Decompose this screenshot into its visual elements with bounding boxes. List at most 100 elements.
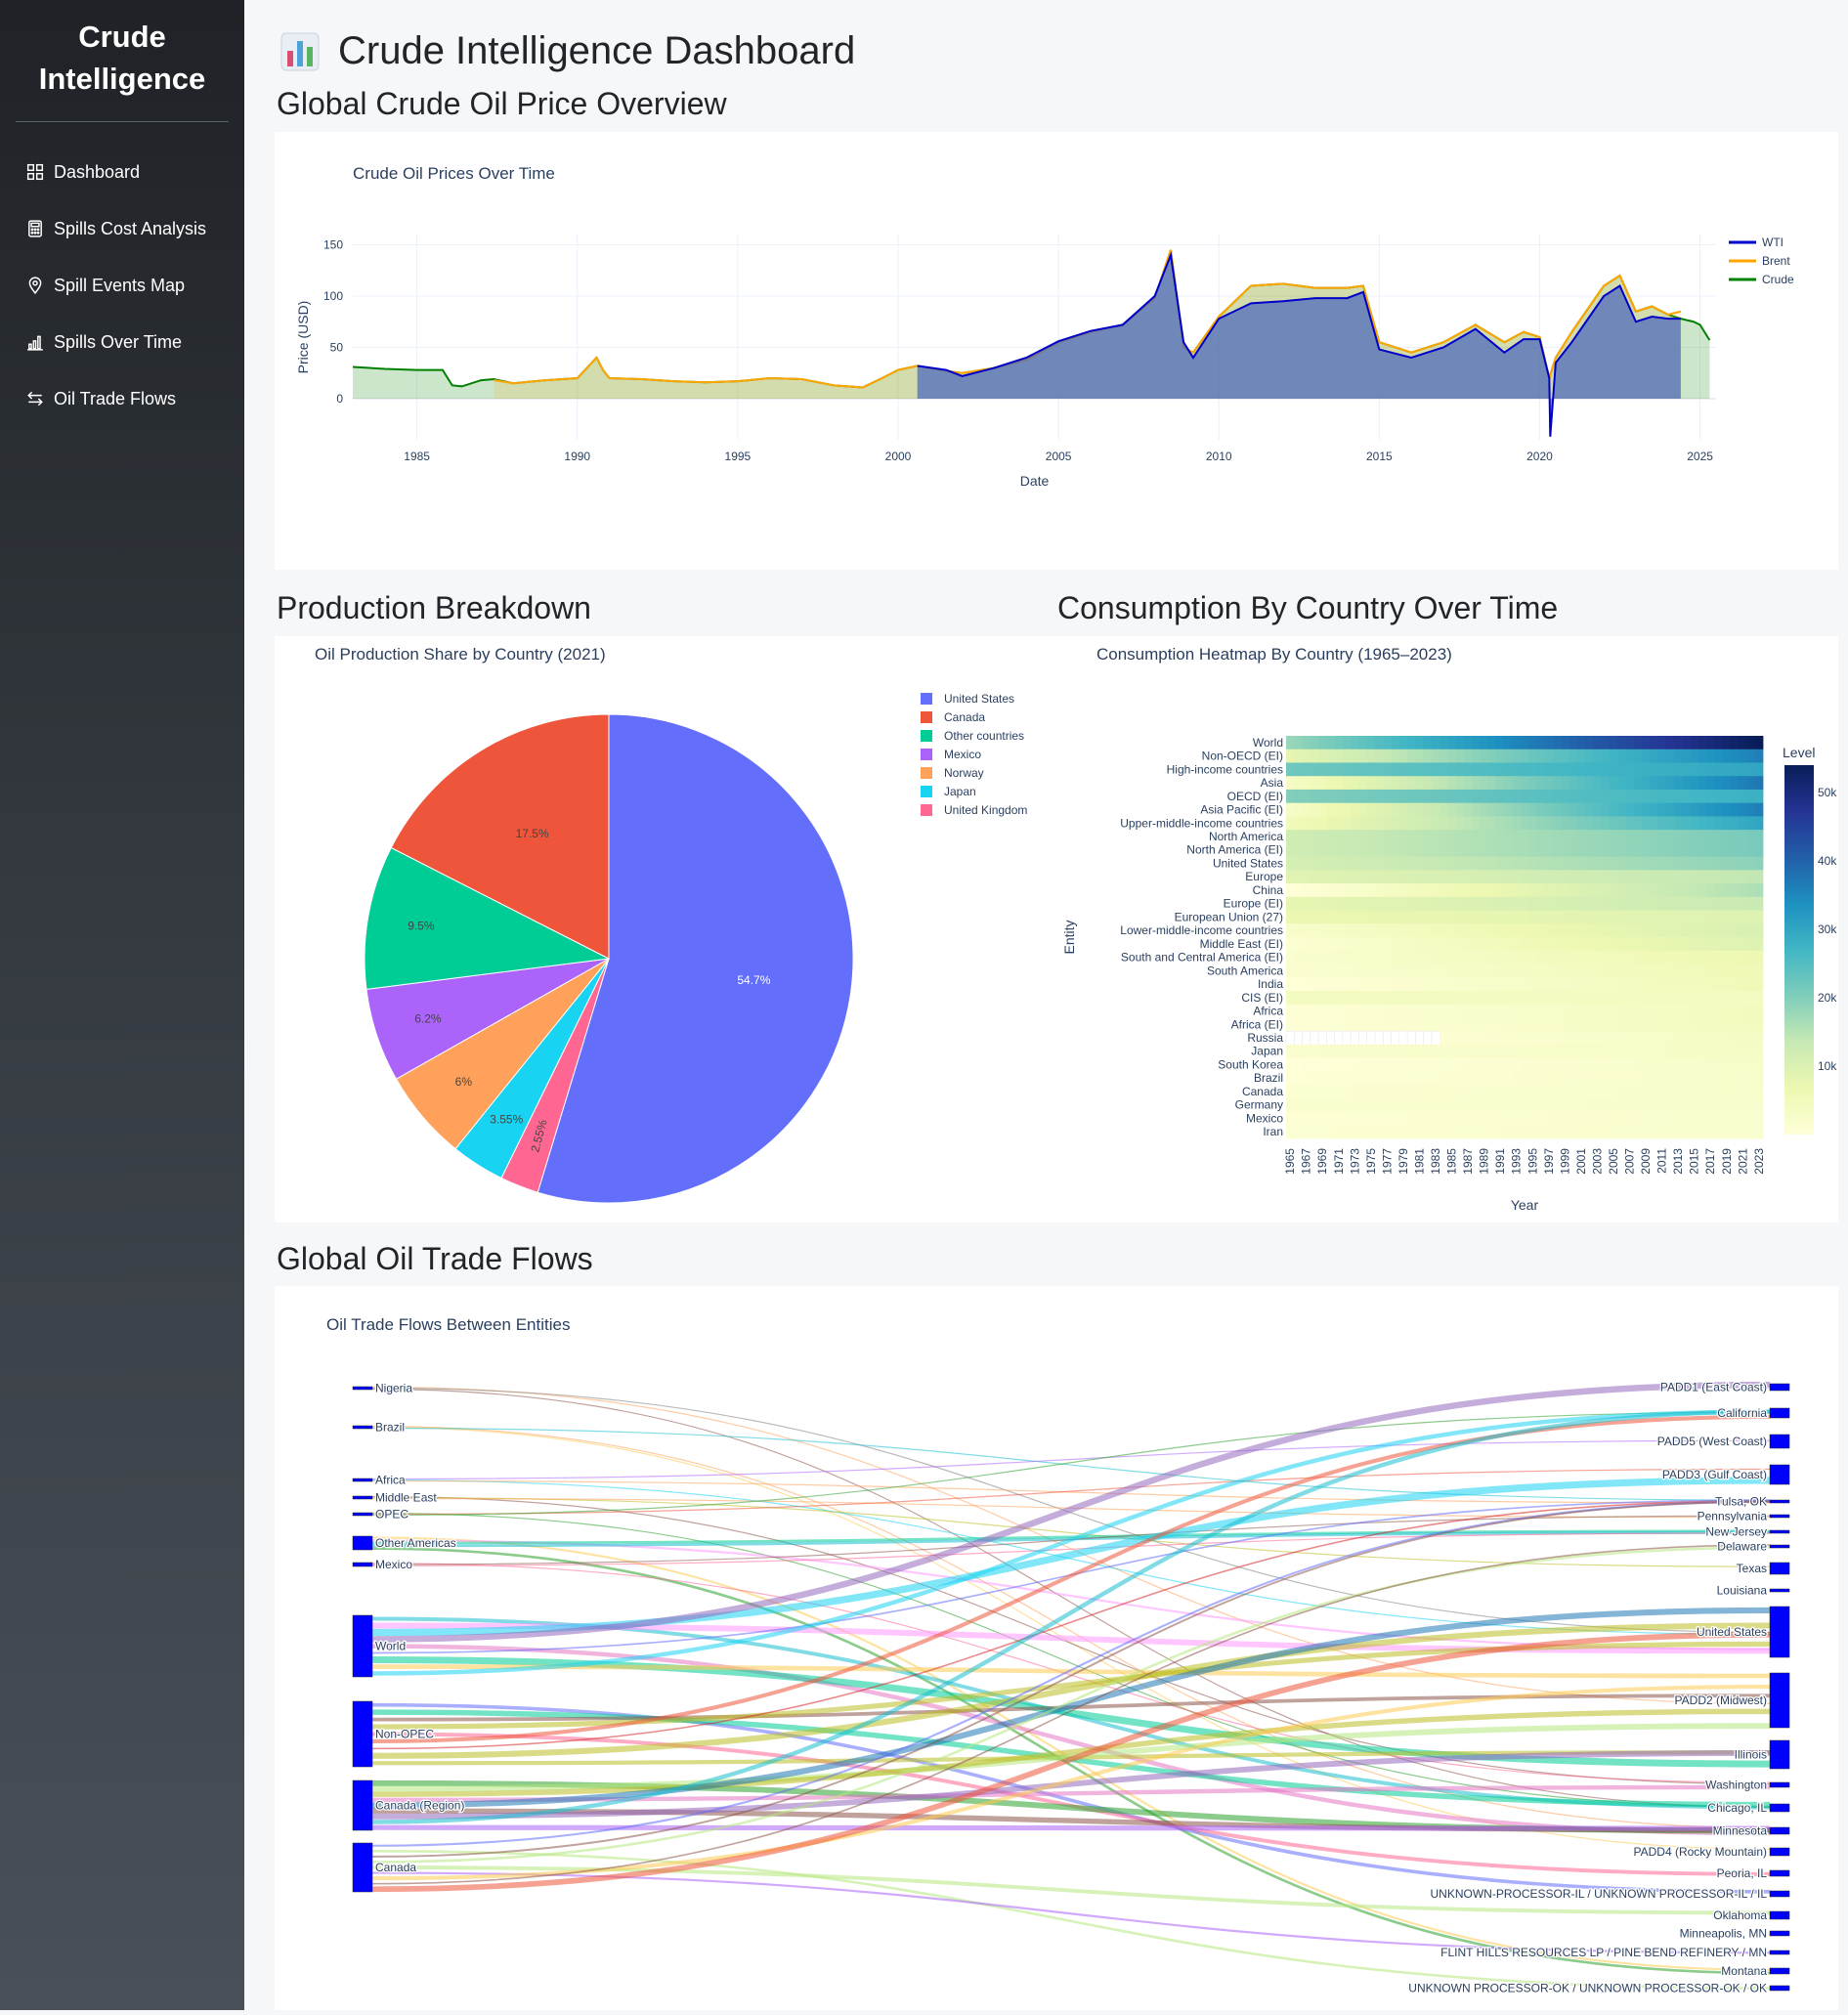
heatmap-cell [1746,950,1756,965]
heatmap-cell [1398,896,1408,911]
heatmap-cell [1714,937,1724,952]
heatmap-cell [1431,1044,1440,1058]
heatmap-cell [1569,964,1578,978]
heatmap-cell [1528,830,1537,844]
heatmap-cell [1528,789,1537,804]
heatmap-cell [1569,776,1578,791]
heatmap-cell [1383,937,1392,952]
heatmap-cell [1657,842,1667,857]
heatmap-cell [1625,776,1635,791]
heatmap-cell [1633,1097,1643,1112]
heatmap-cell [1472,870,1481,884]
production-pie-chart[interactable]: Oil Production Share by Country (2021)54… [275,636,1056,1222]
heatmap-cell [1504,762,1513,777]
heatmap-cell [1657,910,1667,924]
heatmap-cell [1447,789,1457,804]
heatmap-cell [1351,802,1359,817]
heatmap-cell [1633,762,1643,777]
sidebar-item-spill-events-map[interactable]: Spill Events Map [0,257,244,314]
heatmap-cell [1690,1071,1699,1086]
heatmap-cell [1318,816,1327,831]
heatmap-cell [1383,830,1392,844]
sankey-target-node [1769,1781,1790,1788]
heatmap-cell [1561,910,1569,924]
heatmap-cell [1746,1097,1756,1112]
heatmap-cell [1601,776,1611,791]
heatmap-cell [1601,1044,1611,1058]
sidebar-item-spills-over-time[interactable]: Spills Over Time [0,314,244,370]
heatmap-cell [1310,776,1319,791]
heatmap-cell [1641,789,1651,804]
heatmap-cell [1536,1085,1546,1099]
heatmap-cell-missing [1383,1030,1393,1046]
x-tick-label: 1995 [1526,1148,1539,1175]
heatmap-cell [1520,762,1529,777]
heatmap-cell [1706,789,1715,804]
heatmap-cell [1407,1017,1416,1032]
heatmap-cell [1423,923,1433,938]
sidebar-item-oil-trade-flows[interactable]: Oil Trade Flows [0,370,244,427]
x-tick-label: 1983 [1429,1148,1442,1175]
consumption-heatmap[interactable]: Consumption Heatmap By Country (1965–202… [1056,636,1838,1222]
heatmap-cell [1431,1125,1440,1139]
heatmap-cell [1487,977,1497,992]
heatmap-cell [1480,830,1489,844]
heatmap-cell [1472,1085,1481,1099]
heatmap-cell [1455,964,1465,978]
heatmap-cell [1698,923,1707,938]
heatmap-cell [1552,896,1562,911]
heatmap-cell [1286,937,1295,952]
heatmap-cell [1398,1071,1408,1086]
trade-sankey-chart[interactable]: Oil Trade Flows Between EntitiesNigeriaB… [275,1286,1838,2010]
heatmap-cell [1358,964,1368,978]
heatmap-cell [1593,977,1602,992]
heatmap-cell [1593,990,1602,1006]
heatmap-cell [1714,1017,1724,1032]
heatmap-cell [1504,870,1513,884]
heatmap-cell [1739,990,1747,1006]
heatmap-cell [1286,923,1295,938]
heatmap-cell [1342,1111,1352,1126]
heatmap-cell [1528,964,1537,978]
heatmap-cell [1398,856,1408,871]
heatmap-cell [1447,776,1457,791]
heatmap-cell [1682,1017,1691,1032]
heatmap-cell [1714,1031,1724,1046]
heatmap-cell [1698,1071,1707,1086]
sankey-link [371,1684,1771,1881]
heatmap-cell [1739,1057,1747,1072]
heatmap-cell [1690,896,1699,911]
heatmap-cell [1318,950,1327,965]
heatmap-cell [1310,842,1319,857]
sidebar-item-dashboard[interactable]: Dashboard [0,144,244,200]
heatmap-cell [1504,1044,1513,1058]
heatmap-cell [1480,1097,1489,1112]
sidebar-item-spills-cost-analysis[interactable]: Spills Cost Analysis [0,200,244,257]
heatmap-cell [1480,896,1489,911]
heatmap-cell [1714,883,1724,898]
heatmap-cell [1294,1111,1303,1126]
heatmap-cell [1657,923,1667,938]
heatmap-cell [1552,1111,1562,1126]
heatmap-cell [1512,1125,1522,1139]
heatmap-cell [1487,1017,1497,1032]
heatmap-cell [1528,1111,1537,1126]
heatmap-cell [1342,1017,1352,1032]
heatmap-cell [1674,1031,1683,1046]
heatmap-cell [1512,870,1522,884]
heatmap-cell [1383,990,1392,1006]
x-tick-label: 1973 [1348,1148,1361,1175]
heatmap-cell [1561,856,1569,871]
heatmap-cell [1569,1057,1578,1072]
heatmap-cell [1318,1057,1327,1072]
heatmap-cell [1722,842,1732,857]
heatmap-cell [1512,883,1522,898]
heatmap-cell [1358,883,1368,898]
heatmap-cell [1512,802,1522,817]
heatmap-cell [1463,749,1473,763]
heatmap-cell [1374,1057,1384,1072]
heatmap-cell [1633,830,1643,844]
heatmap-cell [1601,1085,1611,1099]
heatmap-cell [1690,977,1699,992]
